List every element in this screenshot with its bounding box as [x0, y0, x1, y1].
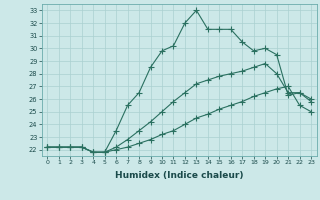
X-axis label: Humidex (Indice chaleur): Humidex (Indice chaleur) [115, 171, 244, 180]
